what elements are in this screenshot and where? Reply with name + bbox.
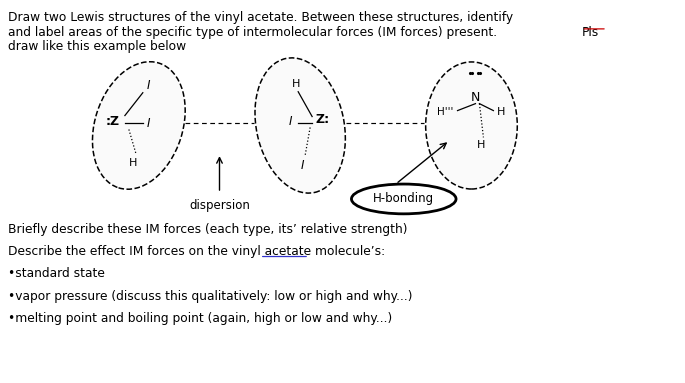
Text: Pls: Pls — [582, 26, 599, 39]
Text: H''': H''' — [438, 106, 453, 116]
Text: •vapor pressure (discuss this qualitatively: low or high and why...): •vapor pressure (discuss this qualitativ… — [8, 290, 413, 303]
Text: Briefly describe these IM forces (each type, its’ relative strength): Briefly describe these IM forces (each t… — [8, 223, 408, 236]
Text: •melting point and boiling point (again, high or low and why...): •melting point and boiling point (again,… — [8, 312, 393, 325]
Text: dispersion: dispersion — [189, 199, 250, 212]
Text: I: I — [147, 117, 151, 130]
Text: •standard state: •standard state — [8, 267, 105, 280]
Text: H: H — [292, 79, 301, 89]
Text: and label areas of the specific type of intermolecular forces (IM forces) presen: and label areas of the specific type of … — [8, 26, 501, 39]
Text: :Z: :Z — [106, 115, 120, 128]
Ellipse shape — [425, 62, 517, 189]
Text: Draw two Lewis structures of the vinyl acetate. Between these structures, identi: Draw two Lewis structures of the vinyl a… — [8, 11, 514, 24]
Text: I: I — [301, 159, 304, 172]
Text: H: H — [497, 106, 506, 116]
Text: Z:: Z: — [315, 113, 329, 126]
Text: N: N — [471, 91, 480, 104]
Text: Describe the effect IM forces on the vinyl acetate molecule’s:: Describe the effect IM forces on the vin… — [8, 245, 386, 258]
Ellipse shape — [92, 62, 185, 189]
Text: I: I — [147, 79, 151, 92]
Text: I: I — [288, 115, 292, 128]
Text: H: H — [477, 140, 486, 151]
Ellipse shape — [255, 58, 345, 193]
Text: H: H — [129, 158, 137, 168]
Text: H-bonding: H-bonding — [373, 192, 434, 205]
Text: draw like this example below: draw like this example below — [8, 40, 186, 53]
Ellipse shape — [351, 184, 456, 214]
